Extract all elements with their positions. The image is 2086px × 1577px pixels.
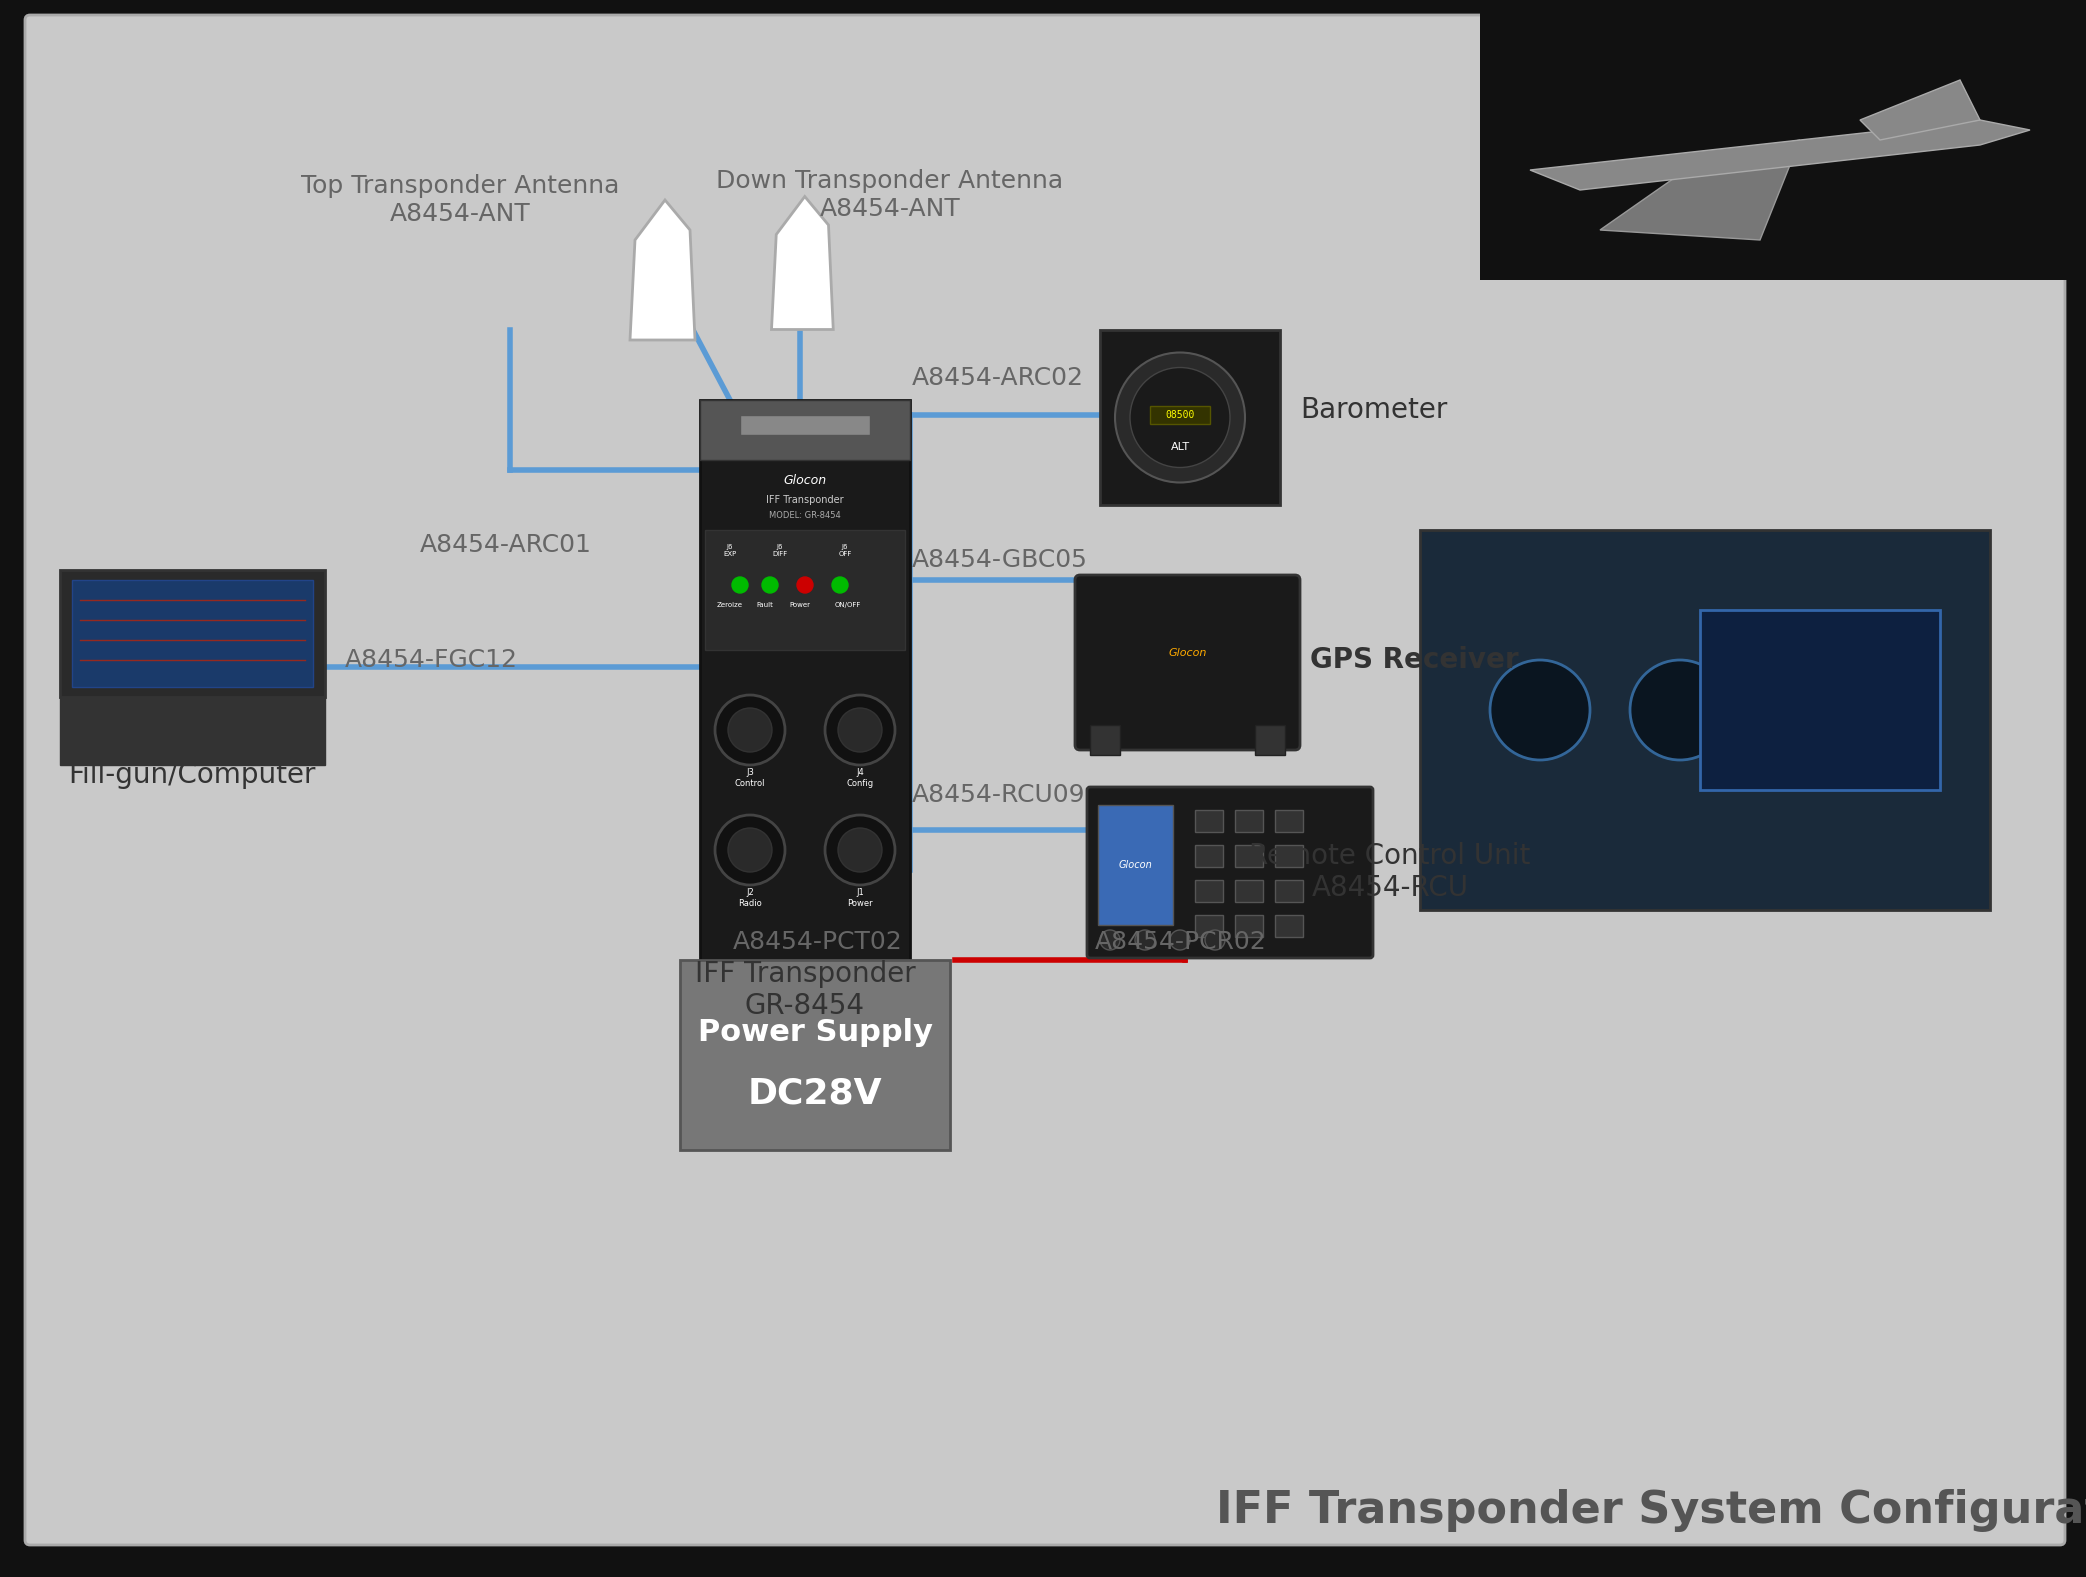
Circle shape xyxy=(1170,930,1189,949)
Circle shape xyxy=(824,695,895,765)
Bar xyxy=(680,960,949,1150)
Circle shape xyxy=(1629,661,1729,760)
Circle shape xyxy=(761,577,778,593)
FancyBboxPatch shape xyxy=(1087,787,1373,957)
Bar xyxy=(1235,880,1262,902)
Text: J6
EXP: J6 EXP xyxy=(724,544,736,557)
Bar xyxy=(1235,811,1262,833)
Text: A8454-PCT02: A8454-PCT02 xyxy=(732,930,903,954)
Text: A8454-RCU09: A8454-RCU09 xyxy=(912,784,1085,807)
Circle shape xyxy=(715,815,784,885)
Bar xyxy=(1275,915,1304,937)
Text: IFF Transponder: IFF Transponder xyxy=(766,495,845,505)
Polygon shape xyxy=(772,197,832,330)
Text: A8454-ARC02: A8454-ARC02 xyxy=(912,366,1085,390)
Bar xyxy=(1256,725,1285,755)
Bar xyxy=(701,401,909,460)
Text: J6
OFF: J6 OFF xyxy=(839,544,851,557)
Circle shape xyxy=(1099,930,1120,949)
Bar xyxy=(60,697,325,765)
Bar xyxy=(73,580,313,686)
Bar xyxy=(1099,330,1281,505)
Bar xyxy=(1235,915,1262,937)
Bar xyxy=(1195,811,1222,833)
Bar xyxy=(1235,845,1262,867)
Bar xyxy=(1275,845,1304,867)
Text: J2
Radio: J2 Radio xyxy=(738,888,761,908)
Text: 08500: 08500 xyxy=(1166,410,1195,419)
Circle shape xyxy=(715,695,784,765)
Bar xyxy=(1195,845,1222,867)
Text: Glocon: Glocon xyxy=(1118,859,1151,871)
Text: Zeroize: Zeroize xyxy=(718,602,743,609)
Text: Glocon: Glocon xyxy=(784,473,826,486)
Bar xyxy=(1097,804,1172,926)
Circle shape xyxy=(1131,367,1231,467)
Text: GPS Receiver: GPS Receiver xyxy=(1310,647,1519,673)
Bar xyxy=(1700,610,1940,790)
Text: J1
Power: J1 Power xyxy=(847,888,872,908)
Text: Glocon: Glocon xyxy=(1168,648,1206,658)
Polygon shape xyxy=(1529,120,2030,189)
Text: Power Supply: Power Supply xyxy=(697,1017,932,1047)
Text: Barometer: Barometer xyxy=(1300,396,1448,424)
Text: A8454-GBC05: A8454-GBC05 xyxy=(912,547,1089,572)
Text: J6
DIFF: J6 DIFF xyxy=(772,544,789,557)
Bar xyxy=(705,530,905,650)
Bar xyxy=(1275,880,1304,902)
Circle shape xyxy=(732,577,749,593)
Circle shape xyxy=(797,577,814,593)
Circle shape xyxy=(1771,661,1869,760)
Bar xyxy=(1421,530,1990,910)
Circle shape xyxy=(728,828,772,872)
Circle shape xyxy=(824,815,895,885)
Circle shape xyxy=(832,577,849,593)
Text: A8454-ARC01: A8454-ARC01 xyxy=(419,533,592,557)
Text: J4
Config: J4 Config xyxy=(847,768,874,787)
Bar xyxy=(741,415,870,435)
Circle shape xyxy=(1135,930,1156,949)
Text: Fill-gun/Computer: Fill-gun/Computer xyxy=(69,762,315,788)
Polygon shape xyxy=(1861,80,1980,140)
Circle shape xyxy=(839,708,882,752)
Circle shape xyxy=(728,708,772,752)
Text: IFF Transponder
GR-8454: IFF Transponder GR-8454 xyxy=(695,960,916,1020)
Text: Top Transponder Antenna
A8454-ANT: Top Transponder Antenna A8454-ANT xyxy=(300,173,620,226)
Text: ALT: ALT xyxy=(1170,443,1189,453)
Bar xyxy=(1149,405,1210,424)
Text: MODEL: GR-8454: MODEL: GR-8454 xyxy=(770,511,841,519)
Text: DC28V: DC28V xyxy=(747,1076,882,1110)
Bar xyxy=(1091,725,1120,755)
Text: Fault: Fault xyxy=(757,602,774,609)
Text: IFF Transponder System Configuration: IFF Transponder System Configuration xyxy=(1216,1489,2086,1531)
Bar xyxy=(701,401,909,970)
Circle shape xyxy=(1206,930,1224,949)
FancyBboxPatch shape xyxy=(1074,576,1300,751)
Circle shape xyxy=(1489,661,1590,760)
Text: ON/OFF: ON/OFF xyxy=(834,602,862,609)
Bar xyxy=(1275,811,1304,833)
Polygon shape xyxy=(630,200,695,341)
Bar xyxy=(1195,880,1222,902)
Text: A8454-PCR02: A8454-PCR02 xyxy=(1095,930,1266,954)
Bar xyxy=(60,569,325,697)
Text: Down Transponder Antenna
A8454-ANT: Down Transponder Antenna A8454-ANT xyxy=(715,169,1064,221)
Circle shape xyxy=(1116,353,1245,483)
Text: J3
Control: J3 Control xyxy=(734,768,766,787)
Text: Remote Control Unit
A8454-RCU: Remote Control Unit A8454-RCU xyxy=(1250,842,1531,902)
FancyBboxPatch shape xyxy=(25,16,2065,1545)
Bar xyxy=(1195,915,1222,937)
Circle shape xyxy=(839,828,882,872)
Text: Power: Power xyxy=(789,602,811,609)
Bar xyxy=(1479,0,2080,281)
Text: A8454-FGC12: A8454-FGC12 xyxy=(344,648,517,672)
Polygon shape xyxy=(1600,140,1800,240)
